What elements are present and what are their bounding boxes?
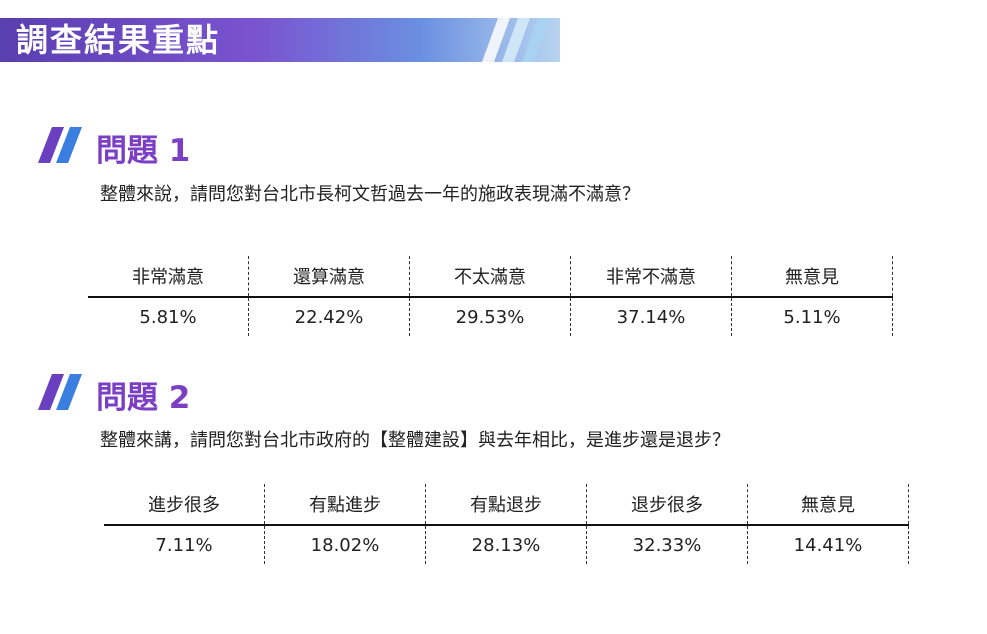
column-header: 非常滿意 [88, 256, 249, 298]
table-value-row: 5.81% 22.42% 29.53% 37.14% 5.11% [88, 297, 893, 336]
page-title: 調查結果重點 [16, 21, 221, 59]
double-slash-icon [38, 127, 82, 163]
double-slash-icon [38, 374, 82, 410]
table-cell: 37.14% [570, 297, 732, 336]
table-cell: 14.41% [747, 525, 909, 564]
column-header: 非常不滿意 [570, 256, 732, 298]
column-header: 退步很多 [586, 484, 748, 526]
column-header: 還算滿意 [248, 256, 410, 298]
column-header: 有點進步 [264, 484, 426, 526]
question-2-table: 進步很多 有點進步 有點退步 退步很多 無意見 7.11% 18.02% 28.… [104, 484, 909, 564]
table-cell: 28.13% [425, 525, 587, 564]
column-header: 不太滿意 [409, 256, 571, 298]
stripes-icon [482, 18, 550, 62]
table-cell: 32.33% [586, 525, 748, 564]
table-cell: 18.02% [264, 525, 426, 564]
table-cell: 5.81% [88, 297, 249, 336]
column-header: 無意見 [747, 484, 909, 526]
table-header-row: 非常滿意 還算滿意 不太滿意 非常不滿意 無意見 [88, 256, 893, 298]
table-value-row: 7.11% 18.02% 28.13% 32.33% 14.41% [104, 525, 909, 564]
column-header: 進步很多 [104, 484, 265, 526]
question-1-title: 問題 1 [96, 133, 191, 169]
question-2-title: 問題 2 [96, 380, 191, 416]
question-2-text: 整體來講，請問您對台北市政府的【整體建設】與去年相比，是進步還是退步？ [100, 430, 730, 451]
column-header: 有點退步 [425, 484, 587, 526]
table-cell: 5.11% [731, 297, 893, 336]
table-cell: 29.53% [409, 297, 571, 336]
question-1-table: 非常滿意 還算滿意 不太滿意 非常不滿意 無意見 5.81% 22.42% 29… [88, 256, 893, 336]
table-header-row: 進步很多 有點進步 有點退步 退步很多 無意見 [104, 484, 909, 526]
header-band [0, 18, 560, 62]
column-header: 無意見 [731, 256, 893, 298]
table-cell: 7.11% [104, 525, 265, 564]
table-cell: 22.42% [248, 297, 410, 336]
question-1-text: 整體來說，請問您對台北市長柯文哲過去一年的施政表現滿不滿意？ [100, 184, 640, 205]
